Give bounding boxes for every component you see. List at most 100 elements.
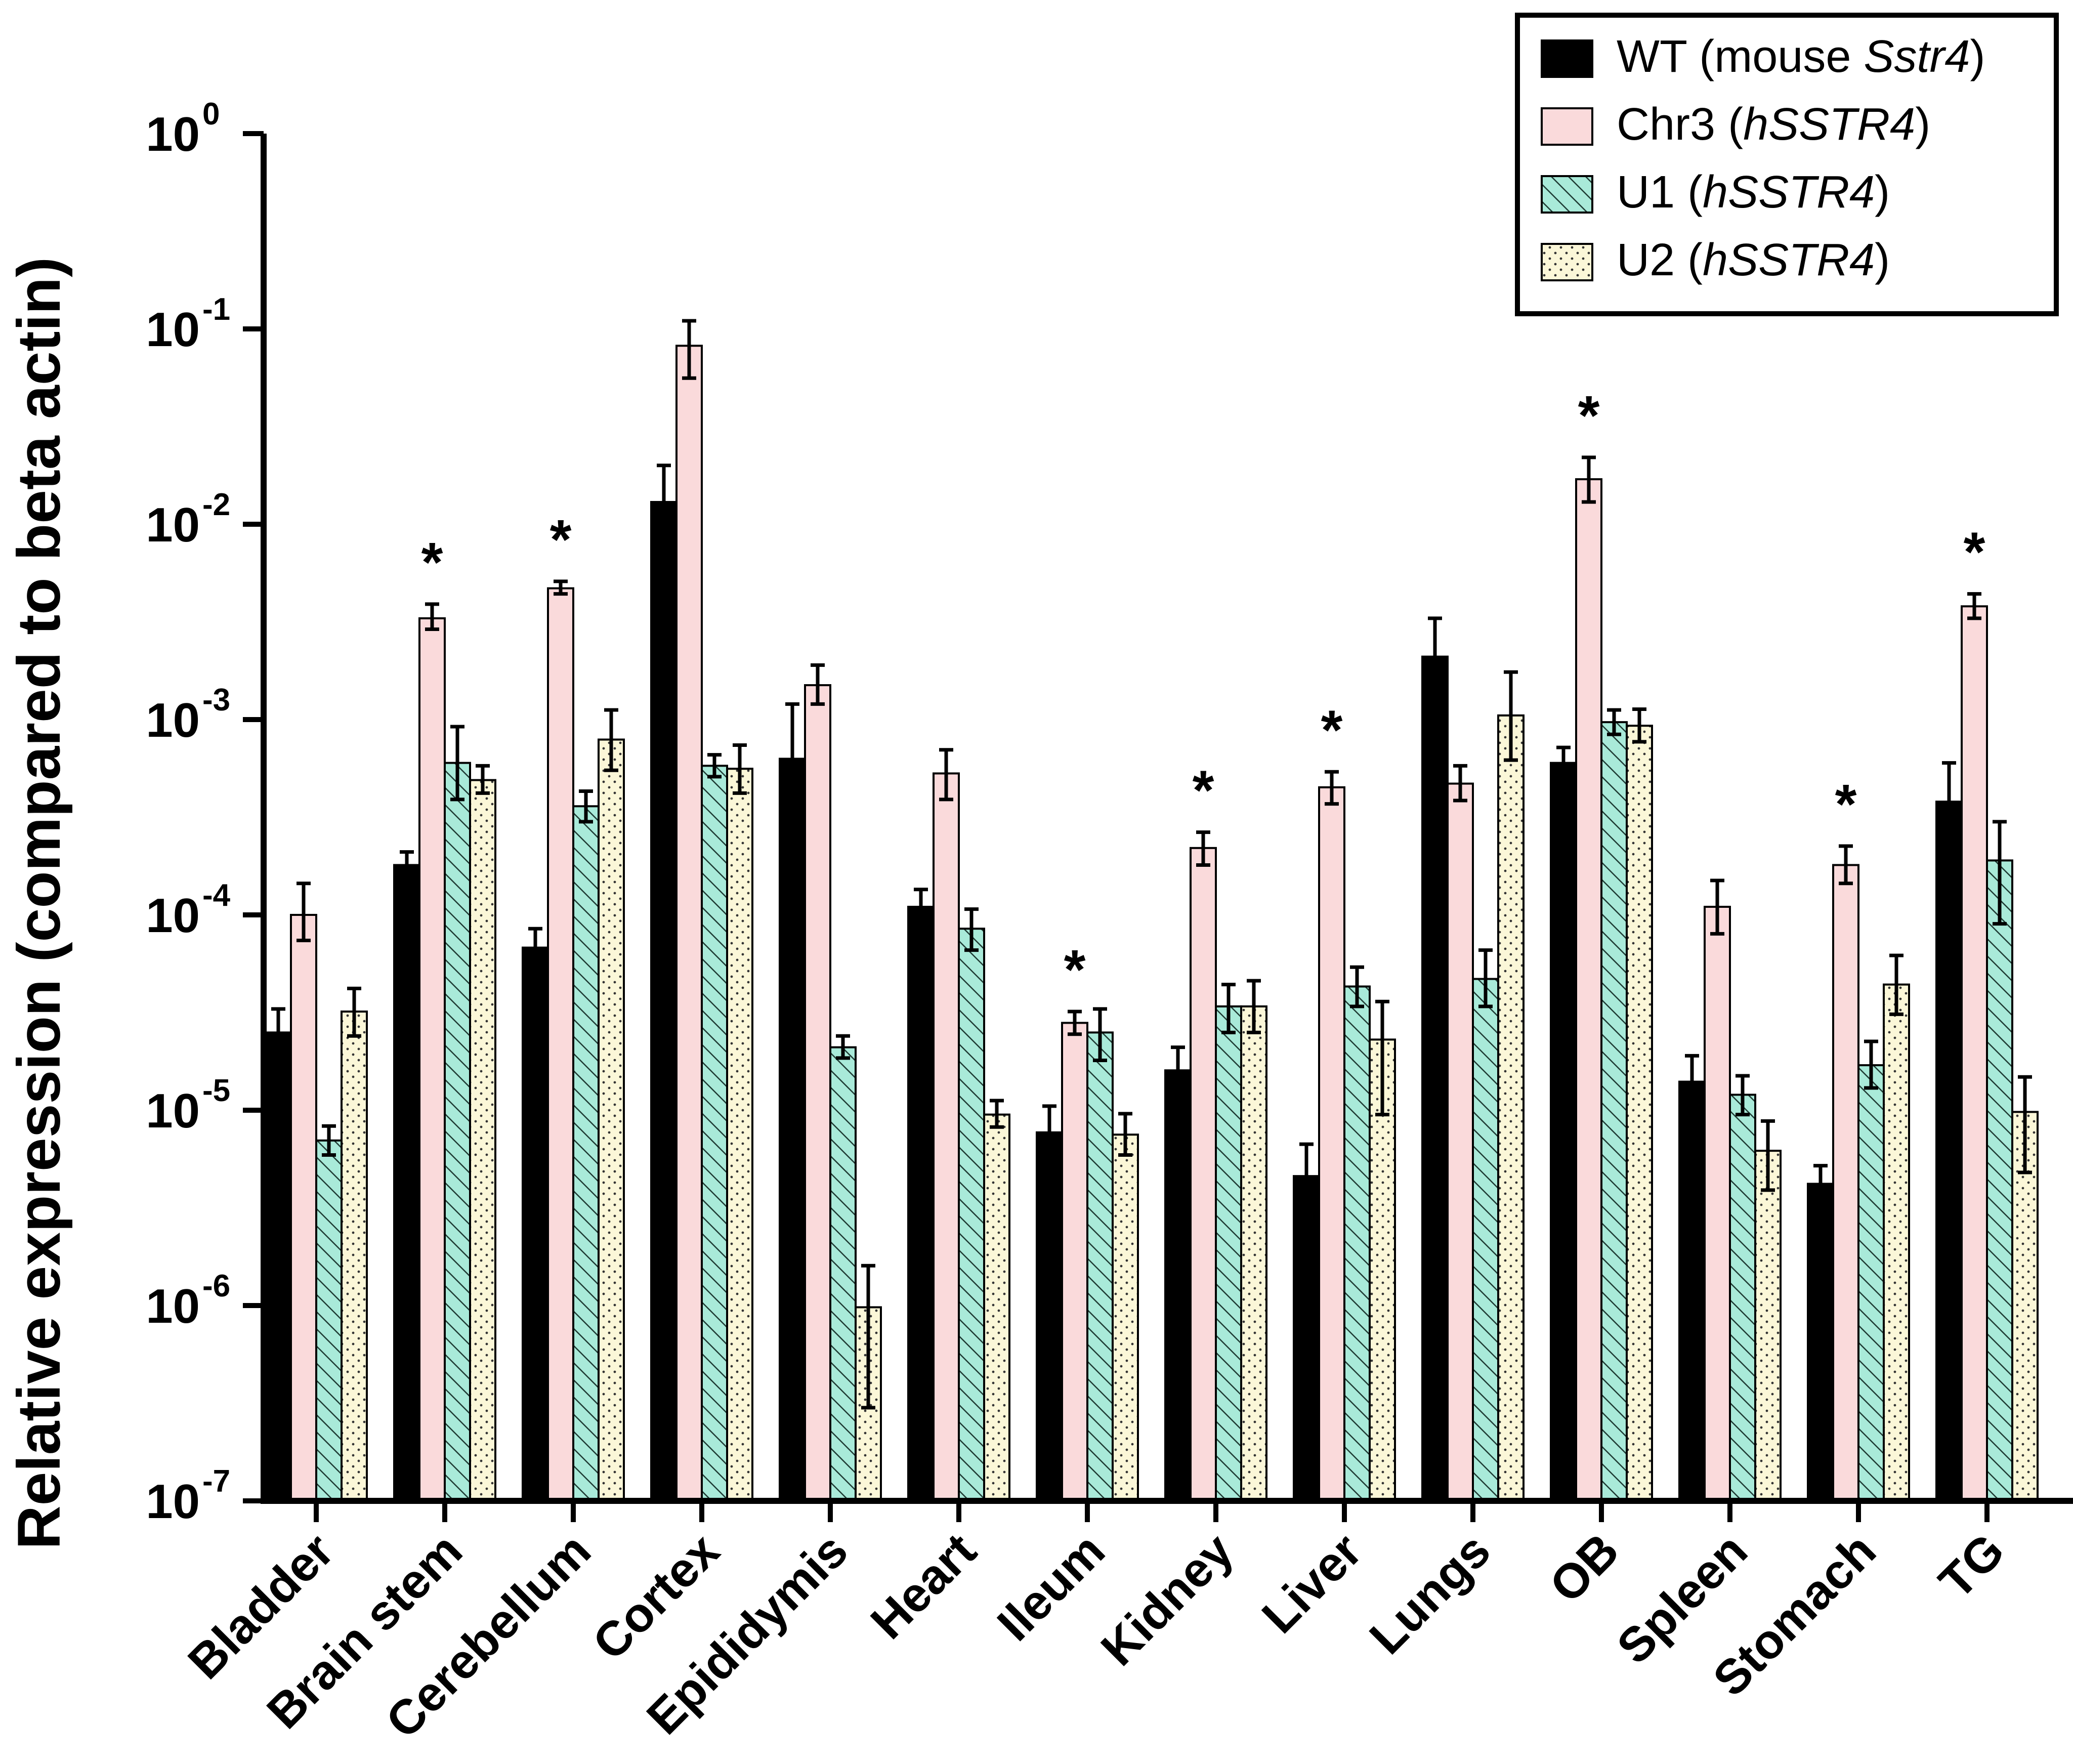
y-tick-exponent: -2 bbox=[202, 487, 230, 522]
bar-solid-tg bbox=[1961, 605, 1988, 1502]
bar-solid-liver bbox=[1318, 786, 1345, 1502]
bar-solid-bladder bbox=[290, 914, 317, 1502]
significance-star: * bbox=[1064, 939, 1086, 1001]
y-tick-exponent: -6 bbox=[202, 1269, 230, 1304]
bar-solid-heart bbox=[907, 906, 935, 1502]
bar-hatch-tg bbox=[1986, 859, 2013, 1502]
significance-star: * bbox=[550, 509, 572, 571]
y-tick-label: 10 bbox=[146, 1279, 200, 1333]
bar-dots-brain-stem bbox=[469, 779, 496, 1502]
bar-hatch-spleen bbox=[1729, 1094, 1756, 1502]
bar-hatch-brain-stem bbox=[444, 762, 471, 1502]
bar-solid-cortex bbox=[650, 501, 678, 1502]
legend-label: U1 (hSSTR4) bbox=[1617, 167, 1890, 218]
bar-dots-stomach bbox=[1883, 983, 1910, 1502]
bar-hatch-liver bbox=[1343, 985, 1371, 1502]
x-tick-label: TG bbox=[1929, 1523, 2015, 1609]
y-axis-label: Relative expression (compared to beta ac… bbox=[5, 257, 73, 1549]
bar-solid-cerebellum bbox=[547, 587, 574, 1502]
y-tick-exponent: -5 bbox=[202, 1073, 230, 1108]
bar-hatch-cerebellum bbox=[572, 805, 600, 1502]
bar-dots-tg bbox=[2011, 1111, 2039, 1502]
legend-swatch bbox=[1541, 39, 1593, 78]
x-axis-ticks bbox=[314, 1501, 1990, 1522]
bar-solid-bladder bbox=[265, 1031, 292, 1502]
bar-solid-cerebellum bbox=[522, 946, 549, 1502]
significance-star: * bbox=[1964, 521, 1985, 583]
bar-solid-lungs bbox=[1447, 782, 1474, 1502]
legend-swatch bbox=[1541, 175, 1593, 214]
bar-solid-heart bbox=[933, 772, 960, 1502]
significance-star: * bbox=[1835, 773, 1857, 835]
legend-label: WT (mouse Sstr4) bbox=[1617, 31, 1985, 82]
axes bbox=[261, 134, 2073, 1504]
legend-swatch bbox=[1541, 107, 1593, 146]
bar-hatch-kidney bbox=[1215, 1005, 1242, 1502]
y-tick-exponent: -4 bbox=[202, 878, 231, 913]
bar-solid-stomach bbox=[1832, 864, 1859, 1502]
bar-solid-cortex bbox=[675, 345, 703, 1502]
bar-dots-cerebellum bbox=[598, 738, 625, 1502]
significance-markers: * * * * * * * * bbox=[421, 385, 1985, 1001]
y-tick-exponent: 0 bbox=[202, 97, 220, 132]
bar-solid-stomach bbox=[1807, 1183, 1834, 1502]
error-bars bbox=[271, 319, 2032, 1410]
y-tick-label: 10 bbox=[146, 303, 200, 357]
bar-dots-ileum bbox=[1112, 1133, 1139, 1502]
bar-hatch-lungs bbox=[1472, 978, 1499, 1502]
bar-solid-ileum bbox=[1061, 1022, 1088, 1502]
bar-solid-liver bbox=[1293, 1175, 1320, 1502]
bar-dots-lungs bbox=[1497, 714, 1525, 1502]
y-tick-label: 10 bbox=[146, 693, 200, 747]
y-tick-label: 10 bbox=[146, 498, 200, 552]
y-tick-exponent: -3 bbox=[202, 683, 230, 718]
bar-solid-brain-stem bbox=[418, 617, 446, 1502]
y-tick-exponent: -7 bbox=[202, 1464, 230, 1499]
y-tick-label: 10 bbox=[146, 107, 200, 161]
bar-solid-epididymis bbox=[804, 684, 831, 1502]
bar-hatch-bladder bbox=[315, 1139, 343, 1502]
bar-solid-ob bbox=[1575, 478, 1602, 1502]
legend-label: U2 (hSSTR4) bbox=[1617, 235, 1890, 285]
x-tick-label: Lungs bbox=[1360, 1523, 1501, 1664]
y-tick-label: 10 bbox=[146, 1084, 200, 1138]
significance-star: * bbox=[421, 531, 443, 594]
y-tick-exponent: -1 bbox=[202, 292, 230, 327]
bar-solid-epididymis bbox=[779, 758, 806, 1502]
bar-solid-tg bbox=[1935, 801, 1963, 1502]
bar-hatch-heart bbox=[958, 928, 985, 1502]
bar-solid-spleen bbox=[1704, 906, 1731, 1502]
bar-hatch-stomach bbox=[1857, 1064, 1885, 1502]
bar-solid-lungs bbox=[1421, 655, 1449, 1502]
bar-dots-kidney bbox=[1240, 1005, 1267, 1502]
x-tick-label: Liver bbox=[1252, 1523, 1372, 1644]
bar-solid-brain-stem bbox=[393, 864, 420, 1502]
bar-hatch-epididymis bbox=[829, 1046, 857, 1502]
legend-swatch bbox=[1541, 243, 1593, 281]
x-tick-label: Kidney bbox=[1091, 1523, 1244, 1676]
bar-solid-kidney bbox=[1164, 1069, 1192, 1502]
bar-hatch-ob bbox=[1600, 721, 1628, 1502]
bar-hatch-ileum bbox=[1086, 1031, 1114, 1502]
legend: WT (mouse Sstr4) Chr3 (hSSTR4) U1 (hSSTR4)… bbox=[1515, 13, 2059, 316]
bar-solid-spleen bbox=[1678, 1080, 1706, 1502]
y-axis-title: Relative expression (compared to beta ac… bbox=[5, 257, 73, 1549]
x-tick-label: Heart bbox=[861, 1523, 987, 1649]
significance-star: * bbox=[1578, 385, 1600, 447]
bar-solid-kidney bbox=[1190, 847, 1217, 1502]
bar-dots-cortex bbox=[726, 768, 753, 1502]
legend-label: Chr3 (hSSTR4) bbox=[1617, 99, 1930, 150]
bar-solid-ileum bbox=[1036, 1131, 1063, 1502]
y-tick-label: 10 bbox=[146, 889, 200, 943]
bar-dots-bladder bbox=[341, 1011, 368, 1502]
significance-star: * bbox=[1321, 699, 1343, 761]
y-tick-label: 10 bbox=[146, 1475, 200, 1529]
bar-dots-heart bbox=[983, 1113, 1010, 1502]
bars bbox=[265, 345, 2039, 1502]
legend-box bbox=[1515, 13, 2059, 316]
bar-dots-ob bbox=[1626, 725, 1653, 1502]
x-tick-label: OB bbox=[1539, 1523, 1629, 1613]
